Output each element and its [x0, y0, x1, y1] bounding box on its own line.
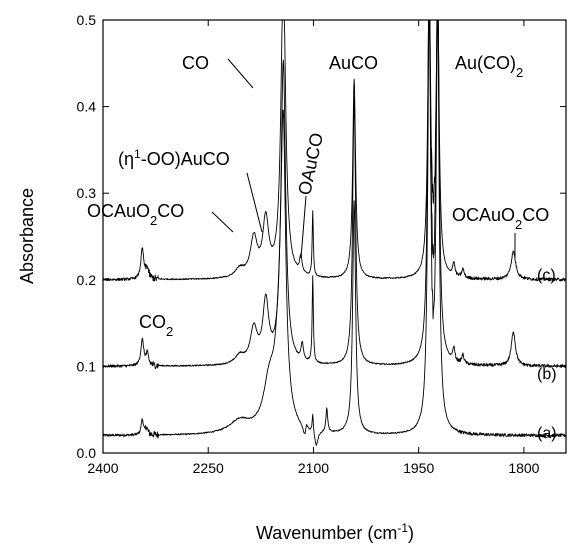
y-axis-ticks: 0.0 0.1 0.2 0.3 0.4 0.5	[77, 12, 566, 461]
y-tick-label: 0.0	[77, 445, 97, 461]
x-tick-label: 1950	[403, 460, 434, 476]
x-tick-label: 1800	[508, 460, 539, 476]
plot-frame	[103, 20, 566, 453]
annotation-co2: CO2	[139, 312, 173, 339]
ocauo2co-left-leader	[212, 212, 233, 232]
annotation-auco: AuCO	[329, 53, 378, 73]
y-tick-label: 0.5	[77, 12, 97, 28]
oauco-leader	[301, 196, 306, 258]
annotation-co: CO	[182, 53, 209, 73]
trace-label-b: (b)	[537, 366, 557, 383]
x-tick-label: 2250	[193, 460, 224, 476]
annotation-ocauo2co-right: OCAuO2CO	[452, 205, 549, 232]
trace-label-a: (a)	[537, 425, 557, 442]
annotation-au-co2: Au(CO)2	[455, 53, 523, 80]
co-leader	[228, 59, 253, 88]
annotation-ocauo2co-left: OCAuO2CO	[87, 201, 184, 228]
spectrum-traces	[103, 20, 566, 445]
y-tick-label: 0.2	[77, 272, 97, 288]
y-axis-title: Absorbance	[17, 188, 37, 284]
x-axis-title: Wavenumber (cm-1)	[256, 521, 414, 543]
annotation-eta-oo-auco: (η1-OO)AuCO	[118, 147, 230, 169]
trace-label-c: (c)	[537, 267, 556, 284]
y-tick-label: 0.1	[77, 358, 97, 374]
x-tick-label: 2400	[87, 460, 118, 476]
annotations	[212, 59, 515, 258]
eta-auco-leader	[247, 173, 262, 232]
x-tick-label: 2100	[298, 460, 329, 476]
y-tick-label: 0.4	[77, 99, 97, 115]
annotation-oauco: OAuCO	[294, 131, 327, 197]
y-tick-label: 0.3	[77, 185, 97, 201]
spectrum-trace-a	[103, 20, 566, 445]
